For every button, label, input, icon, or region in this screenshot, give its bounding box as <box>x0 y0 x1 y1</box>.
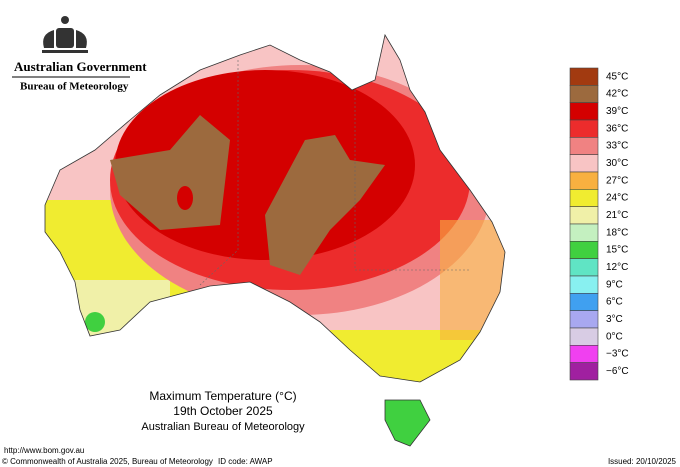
legend-label: 36°C <box>606 123 628 134</box>
caption-source: Australian Bureau of Meteorology <box>141 421 305 433</box>
legend-swatch <box>569 258 599 277</box>
footer-id-code: ID code: AWAP <box>218 457 273 466</box>
tasmania <box>384 399 431 447</box>
legend-swatch <box>569 223 599 242</box>
state-border <box>354 90 470 271</box>
legend-label: 9°C <box>606 279 623 290</box>
legend-swatch <box>569 102 599 121</box>
legend-label: 12°C <box>606 262 628 273</box>
bureau: Bureau of Meteorology <box>20 81 129 93</box>
coastline <box>44 33 506 383</box>
legend-swatch <box>569 310 599 329</box>
legend-swatch <box>569 327 599 346</box>
coat-of-arms <box>42 16 88 53</box>
legend-label: 30°C <box>606 158 628 169</box>
legend-swatch <box>569 241 599 259</box>
legend-swatch <box>569 345 599 363</box>
legend-label: −3°C <box>606 349 629 360</box>
legend-label: −6°C <box>606 366 629 377</box>
legend-swatch <box>569 85 599 103</box>
legend-label: 0°C <box>606 331 623 342</box>
legend-swatch <box>569 189 599 207</box>
legend-label: 39°C <box>606 106 628 117</box>
legend-label: 15°C <box>606 245 628 256</box>
legend-label: 18°C <box>606 227 628 238</box>
legend-swatch <box>569 119 599 138</box>
legend-swatch <box>569 206 599 225</box>
legend-swatch <box>569 275 599 294</box>
legend-label: 42°C <box>606 89 628 100</box>
legend-swatch <box>569 293 599 311</box>
legend-label: 6°C <box>606 297 623 308</box>
legend-swatch <box>569 154 599 173</box>
caption-title: Maximum Temperature (°C) <box>149 389 296 403</box>
state-border <box>199 60 239 286</box>
footer-url: http://www.bom.gov.au <box>4 446 84 455</box>
legend-label: 24°C <box>606 193 628 204</box>
legend-swatch <box>569 67 599 86</box>
legend-swatch <box>569 137 599 155</box>
legend: 45°C 42°C 39°C 36°C 33°C 30°C 27°C 24°C 21°C 18°C… <box>569 67 629 381</box>
footer-copyright: © Commonwealth of Australia 2025, Bureau… <box>2 457 213 466</box>
legend-label: 27°C <box>606 175 628 186</box>
legend-label: 3°C <box>606 314 623 325</box>
legend-label: 33°C <box>606 141 628 152</box>
caption-date: 19th October 2025 <box>173 404 273 418</box>
legend-swatch <box>569 362 599 381</box>
legend-swatch <box>569 171 599 190</box>
legend-label: 45°C <box>606 71 628 82</box>
legend-label: 21°C <box>606 210 628 221</box>
footer-issued: Issued: 20/10/2025 <box>608 457 677 466</box>
agency: Australian Government <box>14 59 147 74</box>
